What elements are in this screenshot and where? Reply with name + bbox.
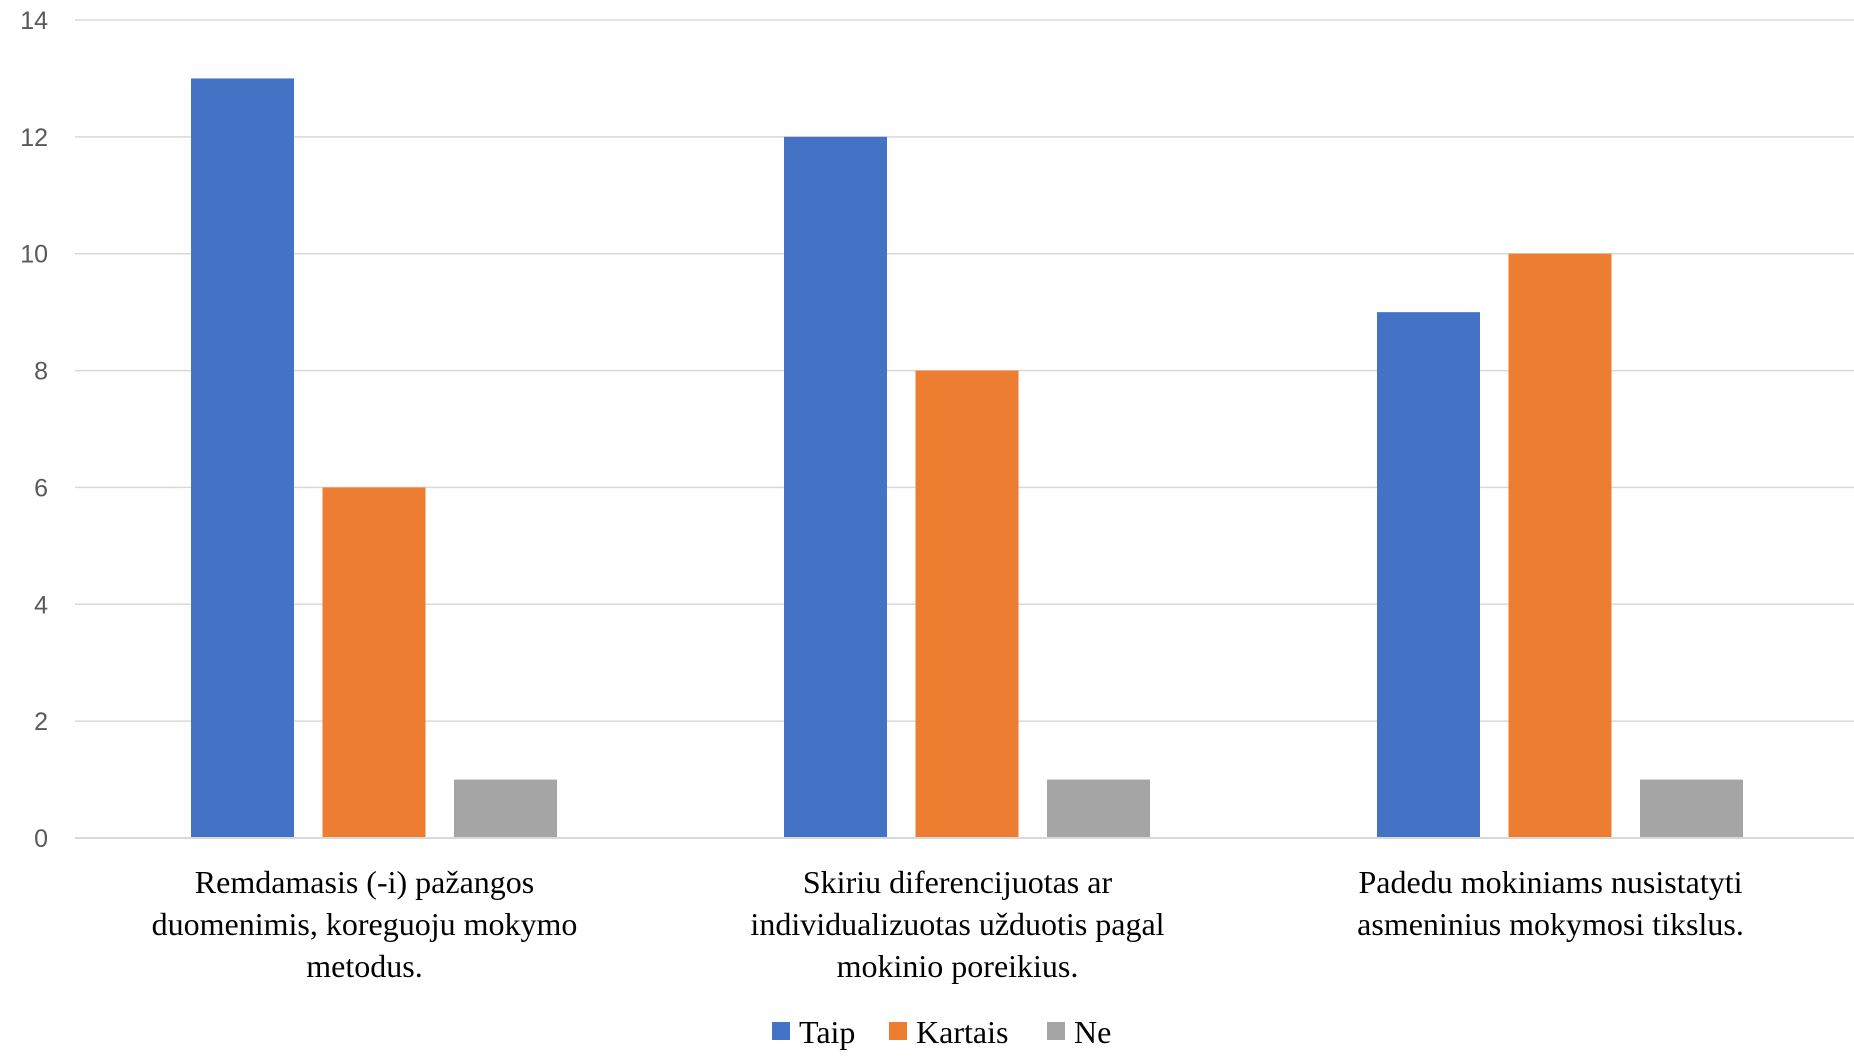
bars xyxy=(191,78,1743,839)
bar-kartais-3 xyxy=(1508,253,1612,838)
legend-label-ne[interactable]: Ne xyxy=(1074,1014,1111,1050)
legend-label-taip[interactable]: Taip xyxy=(799,1014,855,1050)
bar-ne-2 xyxy=(1047,779,1150,838)
y-tick-label: 2 xyxy=(34,708,48,736)
bar-ne-3 xyxy=(1640,779,1743,838)
y-tick-label: 0 xyxy=(34,825,48,853)
category-label: Padedu mokiniams nusistatyti xyxy=(1359,864,1743,900)
legend-swatch-kartais[interactable] xyxy=(889,1022,907,1040)
bar-taip-1 xyxy=(191,78,294,838)
category-label: Skiriu diferencijuotas ar xyxy=(803,864,1113,900)
bar-kartais-2 xyxy=(915,370,1019,838)
bar-taip-3 xyxy=(1377,312,1480,839)
y-axis-ticks: 0 2 4 6 8 10 12 14 xyxy=(20,7,48,853)
y-tick-label: 10 xyxy=(20,241,48,269)
y-tick-label: 14 xyxy=(20,7,48,35)
bar-ne-1 xyxy=(454,779,557,838)
category-label: metodus. xyxy=(306,948,422,984)
y-tick-label: 12 xyxy=(20,124,48,152)
y-tick-label: 6 xyxy=(34,474,48,502)
legend-label-kartais[interactable]: Kartais xyxy=(916,1014,1008,1050)
bar-taip-2 xyxy=(784,136,887,838)
category-label: duomenimis, koreguoju mokymo xyxy=(152,906,578,942)
legend-swatch-taip[interactable] xyxy=(772,1022,790,1040)
bar-kartais-1 xyxy=(322,487,426,838)
y-tick-label: 8 xyxy=(34,358,48,386)
category-label: asmeninius mokymosi tikslus. xyxy=(1357,906,1744,942)
y-tick-label: 4 xyxy=(34,591,48,619)
category-label: Remdamasis (-i) pažangos xyxy=(195,864,534,900)
legend-swatch-ne[interactable] xyxy=(1047,1022,1065,1040)
category-labels: Remdamasis (-i) pažangos duomenimis, kore… xyxy=(152,864,1744,984)
legend[interactable]: Taip Kartais Ne xyxy=(772,1014,1111,1050)
category-label: individualizuotas užduotis pagal xyxy=(750,906,1164,942)
category-label: mokinio poreikius. xyxy=(837,948,1079,984)
